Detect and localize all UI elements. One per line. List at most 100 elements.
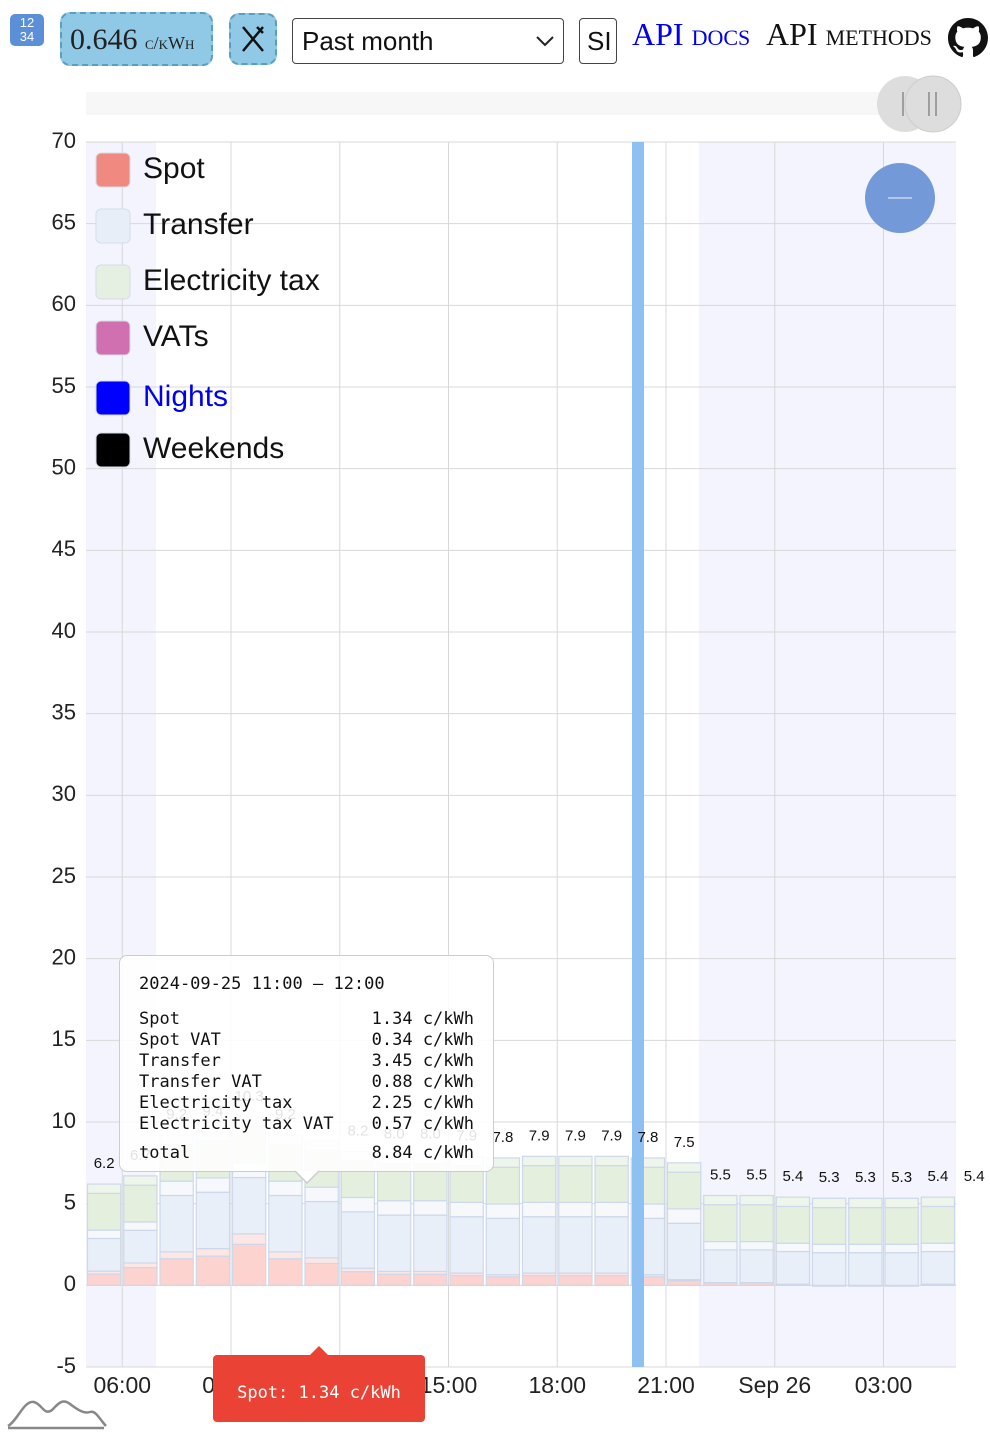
data-label: 7.5 xyxy=(674,1134,695,1151)
bar-segment xyxy=(231,1243,267,1286)
bar-segment xyxy=(86,1183,122,1194)
tools-button[interactable] xyxy=(229,13,277,65)
bar-segment xyxy=(666,1162,702,1173)
tooltip-row-name: total xyxy=(139,1143,191,1163)
legend-label: Spot xyxy=(143,152,205,185)
legend-swatch xyxy=(95,432,131,468)
data-label: 5.5 xyxy=(746,1166,767,1183)
bar-segment xyxy=(666,1208,702,1224)
bar-segment xyxy=(920,1205,956,1244)
bar-segment xyxy=(268,1258,303,1286)
bar-segment xyxy=(485,1203,521,1219)
bar-segment xyxy=(703,1194,738,1206)
bar-segment xyxy=(811,1206,847,1245)
bar-segment xyxy=(594,1274,629,1286)
bar-segment xyxy=(594,1155,629,1167)
bar-segment xyxy=(811,1197,847,1209)
bar-segment xyxy=(848,1206,883,1245)
bar-segment xyxy=(666,1222,702,1281)
slider-handle[interactable] xyxy=(904,75,962,133)
bar-segment xyxy=(159,1180,194,1197)
hover-pointer xyxy=(308,1346,330,1357)
api-docs-link[interactable]: API docs xyxy=(632,16,751,52)
period-select[interactable]: Past month xyxy=(292,18,564,64)
range-slider[interactable] xyxy=(86,92,956,115)
y-tick-label: 50 xyxy=(52,454,76,479)
data-label: 7.9 xyxy=(565,1127,586,1144)
bar-segment xyxy=(558,1216,593,1274)
bar-segment xyxy=(231,1233,267,1245)
bar-segment xyxy=(703,1249,738,1284)
tooltip-row-value: 1.34 c/kWh xyxy=(371,1009,474,1029)
bar-segment xyxy=(703,1240,738,1251)
y-tick-label: 40 xyxy=(52,618,76,643)
bar-segment xyxy=(413,1200,448,1216)
bar-segment xyxy=(86,1229,122,1240)
bar-segment xyxy=(958,1284,990,1285)
bar-segment xyxy=(739,1249,774,1284)
y-tick-label: 10 xyxy=(52,1108,76,1133)
tooltip-row-name: Spot VAT xyxy=(139,1030,221,1050)
bar-segment xyxy=(884,1206,919,1245)
bar-segment xyxy=(449,1274,484,1286)
bar-segment xyxy=(231,1176,267,1235)
bar-segment xyxy=(884,1243,919,1254)
bar-segment xyxy=(413,1214,448,1273)
tooltip-row-value: 0.57 c/kWh xyxy=(371,1114,474,1134)
x-tick-label: 15:00 xyxy=(420,1372,478,1398)
bar-segment xyxy=(521,1155,557,1167)
bar-segment xyxy=(449,1216,484,1274)
tooltip-row-name: Electricity tax xyxy=(139,1093,293,1113)
bar-segment xyxy=(304,1262,339,1286)
bar-segment xyxy=(123,1229,158,1264)
data-label: 6.2 xyxy=(94,1155,115,1172)
price-button[interactable]: 0.646 c/kWh xyxy=(60,12,213,66)
data-label: 5.4 xyxy=(964,1168,985,1185)
si-label: SI xyxy=(587,26,612,56)
data-label: 5.4 xyxy=(782,1168,803,1185)
bar-segment xyxy=(848,1243,883,1254)
tooltip-row-value: 3.45 c/kWh xyxy=(371,1051,474,1071)
data-label: 5.5 xyxy=(710,1166,731,1183)
data-label: 5.4 xyxy=(927,1168,948,1185)
tooltip-title: 2024-09-25 11:00 – 12:00 xyxy=(139,974,385,994)
bar-segment xyxy=(958,1206,990,1243)
bar-segment xyxy=(920,1242,956,1253)
bar-segment xyxy=(485,1166,521,1205)
x-tick-label: 18:00 xyxy=(528,1372,586,1398)
bar-segment xyxy=(594,1165,629,1203)
tooltip-row-value: 2.25 c/kWh xyxy=(371,1093,474,1113)
bar-segment xyxy=(195,1177,231,1193)
bar-segment xyxy=(775,1242,811,1253)
hover-label: Spot: 1.34 c/kWh xyxy=(213,1355,425,1422)
y-tick-label: 0 xyxy=(64,1271,76,1296)
bar-segment xyxy=(304,1257,339,1265)
legend-label: VATs xyxy=(143,320,209,353)
api-methods-link[interactable]: API methods xyxy=(766,16,932,52)
bar-segment xyxy=(630,1157,666,1168)
x-tick-label: 06:00 xyxy=(93,1372,151,1398)
bar-segment xyxy=(811,1243,847,1254)
bar-segment xyxy=(848,1252,883,1286)
bar-segment xyxy=(521,1165,557,1203)
bar-segment xyxy=(123,1184,158,1223)
app-icon[interactable]: 12 34 xyxy=(10,14,44,46)
legend-swatch xyxy=(95,320,131,356)
bar-segment xyxy=(811,1252,847,1286)
github-link[interactable] xyxy=(948,18,988,58)
bar-segment xyxy=(485,1276,521,1286)
legend-label: Transfer xyxy=(143,208,254,241)
data-label: 7.8 xyxy=(492,1129,513,1146)
y-tick-label: 5 xyxy=(64,1189,76,1214)
bar-segment xyxy=(86,1237,122,1272)
bar-segment xyxy=(594,1216,629,1274)
bar-segment xyxy=(376,1200,412,1216)
bar-segment xyxy=(739,1240,774,1251)
bar-segment xyxy=(775,1250,811,1285)
bar-segment xyxy=(958,1252,990,1285)
bar-segment xyxy=(449,1201,484,1218)
price-unit: c/kWh xyxy=(145,33,195,53)
si-button[interactable]: SI xyxy=(579,18,617,64)
y-tick-label: -5 xyxy=(56,1353,76,1378)
